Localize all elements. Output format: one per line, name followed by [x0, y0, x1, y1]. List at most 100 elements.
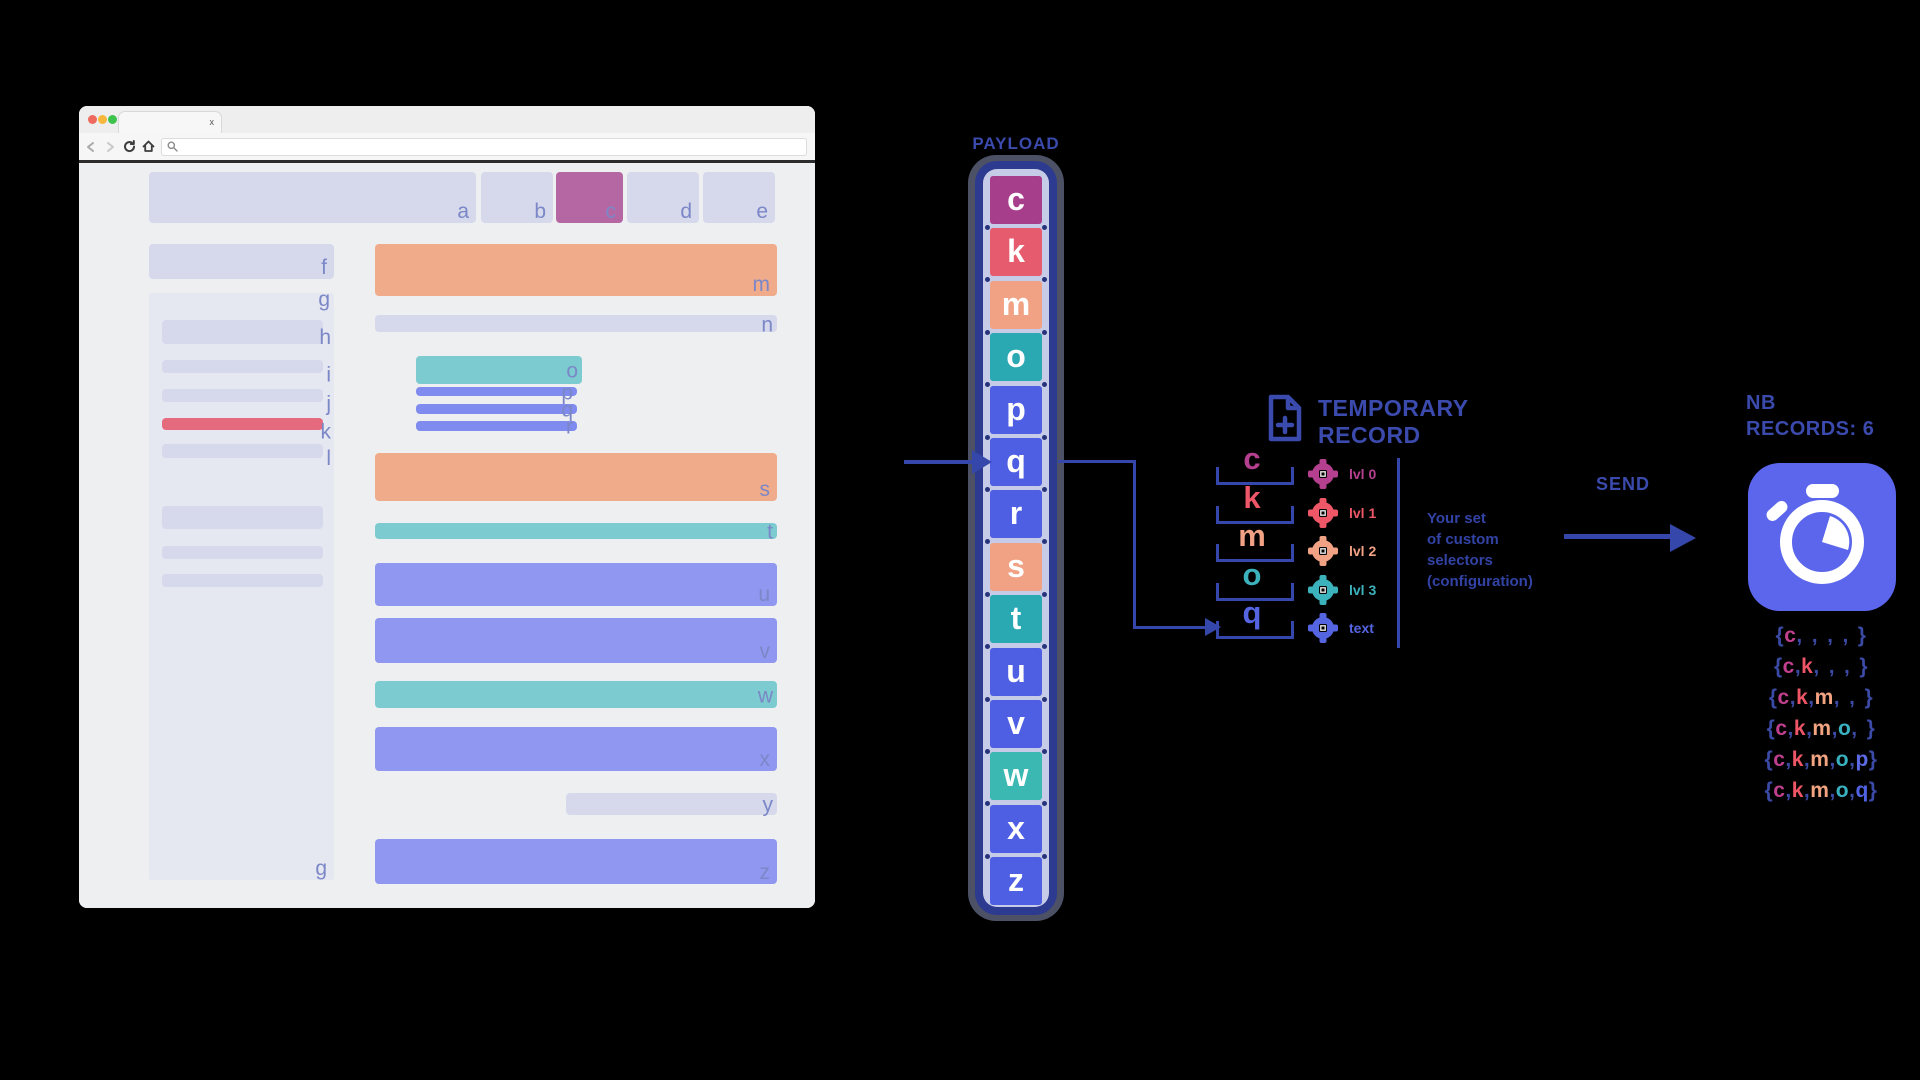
records-list: {c,,,,} {c,k,,,} {c,k,m,,} {c,k,m,o,} {c,k,m…	[1741, 620, 1901, 806]
payload-block-x: x	[990, 805, 1042, 853]
wireframe-label-z: z	[759, 861, 771, 884]
wireframe-label-k: k	[320, 420, 332, 444]
wireframe-label-p: p	[561, 380, 573, 404]
config-divider	[1397, 458, 1400, 648]
wireframe-block-v: v	[375, 618, 777, 663]
payload-stitch-dot	[1042, 592, 1047, 597]
payload-block-o: o	[990, 333, 1042, 381]
wireframe-navbar-e: e	[703, 172, 775, 223]
payload-stitch-dot	[985, 435, 990, 440]
payload-block-c: c	[990, 176, 1042, 224]
selector-letter-o: o	[1242, 556, 1262, 592]
selector-letter-q: q	[1242, 595, 1262, 630]
forward-button[interactable]	[103, 140, 117, 154]
send-arrow-shaft	[1564, 534, 1672, 539]
record-row: {c,k,,,}	[1773, 655, 1869, 678]
browser-titlebar[interactable]: x	[79, 106, 815, 134]
wireframe-label-d: d	[680, 200, 692, 223]
wireframe-label-u: u	[758, 583, 770, 606]
payload-stitch-dot	[985, 854, 990, 859]
wireframe-block-y: y	[566, 793, 777, 815]
temp-record-title: TEMPORARY RECORD	[1318, 395, 1469, 449]
home-button[interactable]	[141, 140, 155, 154]
payload-block-w: w	[990, 752, 1042, 800]
payload-stitch-dot	[1042, 330, 1047, 335]
minimize-button[interactable]	[98, 115, 107, 124]
reload-icon	[123, 140, 135, 153]
payload-stitch-dot	[1042, 644, 1047, 649]
wireframe-label-w: w	[757, 683, 773, 707]
stopwatch-icon	[1766, 484, 1864, 584]
payload-stitch-dot	[985, 225, 990, 230]
payload-title: PAYLOAD	[972, 134, 1060, 153]
wireframe-sidebar-row-unlabeled	[162, 506, 323, 529]
payload-stitch-dot	[985, 801, 990, 806]
wireframe-navbar-c: c	[556, 172, 623, 223]
payload-block-m: m	[990, 281, 1042, 329]
wireframe-label-q: q	[561, 398, 573, 422]
send-label: SEND	[1596, 474, 1651, 494]
payload-stitch-dot	[1042, 382, 1047, 387]
record-row: {c,k,m,o,p}	[1764, 748, 1878, 771]
temp-record-title-line1: TEMPORARY	[1318, 395, 1469, 421]
wireframe-block-w: w	[375, 681, 777, 708]
nb-title-line1: NB	[1746, 392, 1776, 414]
payload-block-p: p	[990, 386, 1042, 434]
wireframe-label-r: r	[566, 415, 573, 439]
url-bar[interactable]	[161, 137, 807, 156]
payload-stitch-dot	[985, 749, 990, 754]
zoom-button[interactable]	[108, 115, 117, 124]
forward-arrow-icon	[107, 141, 114, 152]
payload-block-s: s	[990, 543, 1042, 591]
payload-stitch-dot	[1042, 487, 1047, 492]
nb-title-line2: RECORDS: 6	[1746, 418, 1875, 440]
payload-stitch-dot	[985, 697, 990, 702]
wireframe-sidebar-row-unlabeled	[162, 546, 323, 559]
browser-tab[interactable]: x	[118, 111, 222, 134]
wireframe-sidebar-row-unlabeled	[162, 574, 323, 587]
wireframe-block-u: u	[375, 563, 777, 606]
payload-stitch-dot	[985, 382, 990, 387]
wireframe-label-m: m	[752, 273, 771, 296]
elbow-connector-seg3	[1133, 626, 1206, 629]
wireframe-label-l: l	[326, 447, 331, 471]
selector-letter-m: m	[1238, 518, 1266, 553]
payload-stitch-dot	[985, 644, 990, 649]
payload-stitch-dot	[985, 277, 990, 282]
selector-level-label: lvl 1	[1349, 504, 1377, 521]
wireframe-block-s: s	[375, 453, 777, 501]
arrow-into-payload-shaft	[904, 460, 974, 464]
tab-close-icon[interactable]: x	[209, 117, 215, 127]
payload-block-t: t	[990, 595, 1042, 643]
wireframe-navbar-d: d	[627, 172, 699, 223]
wireframe-block-t: t	[375, 521, 777, 542]
temp-record-title-line2: RECORD	[1318, 422, 1421, 448]
wireframe-sidebar-row-l: l	[162, 444, 331, 469]
selector-level-label: lvl 0	[1349, 466, 1377, 482]
wireframe-sidebar-row-j: j	[162, 389, 331, 413]
wireframe-label-s: s	[759, 478, 771, 501]
payload-block-v: v	[990, 700, 1042, 748]
back-button[interactable]	[84, 140, 98, 154]
nb-title: NB RECORDS: 6	[1746, 390, 1874, 442]
wireframe-block-m: m	[375, 244, 777, 296]
reload-button[interactable]	[122, 140, 136, 154]
wireframe-label-y: y	[762, 793, 774, 817]
close-button[interactable]	[88, 115, 97, 124]
wireframe-label-h: h	[319, 325, 331, 349]
wireframe-navbar-a: a	[149, 172, 476, 223]
wireframe-sidebar-row-i: i	[162, 360, 331, 384]
selector-letter-k: k	[1243, 479, 1261, 515]
wireframe-block-r: r	[416, 416, 577, 437]
wireframe-block-x: x	[375, 727, 777, 771]
selector-bracket-m	[1216, 544, 1294, 562]
wireframe-block-z: z	[375, 839, 777, 884]
payload-block-r: r	[990, 490, 1042, 538]
payload-stitch-dot	[1042, 225, 1047, 230]
browser-toolbar	[79, 133, 815, 160]
wireframe-block-p: p	[416, 382, 577, 403]
selector-bracket-c	[1216, 467, 1294, 485]
